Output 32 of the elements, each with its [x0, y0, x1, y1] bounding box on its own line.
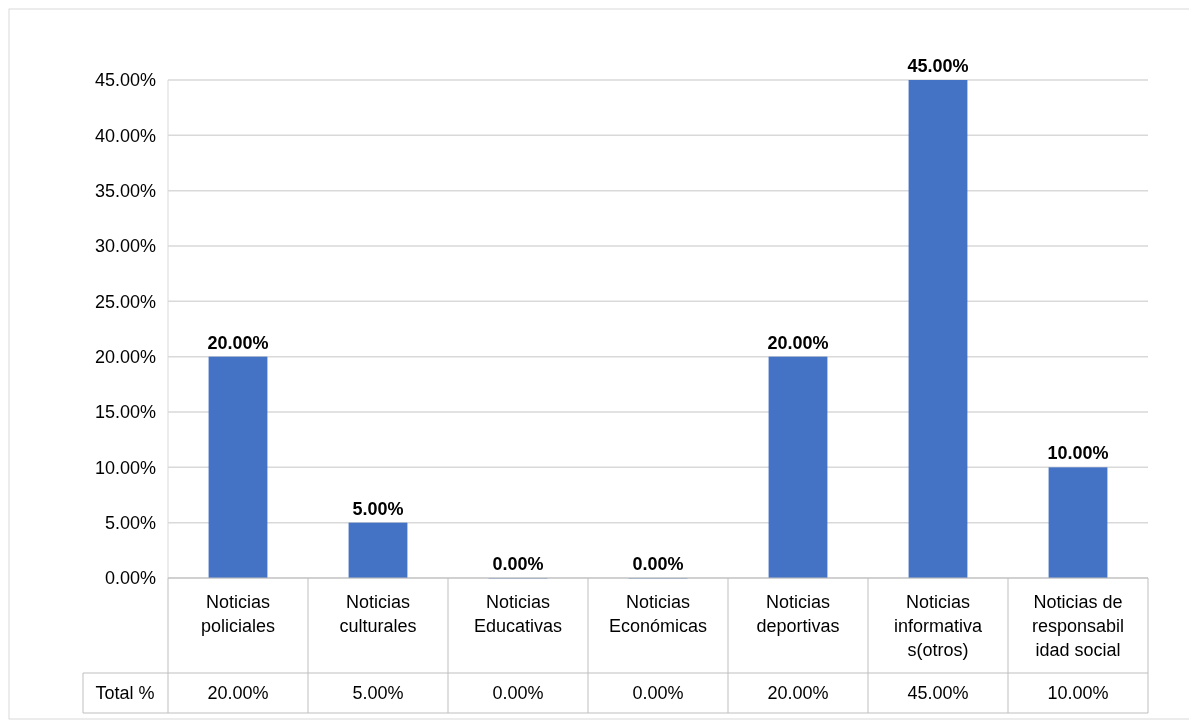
data-label: 20.00%	[207, 683, 269, 704]
text: 0.00%	[492, 554, 544, 574]
x-tick-label: Noticias culturales	[339, 592, 417, 636]
text: 20.00%	[767, 332, 829, 353]
y-tick-label: 5.00%	[104, 512, 156, 533]
x-tick-label: Noticias informativas(otros)	[893, 592, 983, 660]
y-tick-label: 15.00%	[94, 402, 156, 423]
data-label: 45.00%	[907, 683, 969, 704]
y-tick-label: 30.00%	[94, 236, 156, 257]
y-tick-label: 10.00%	[94, 457, 156, 478]
data-label: 0.00%	[492, 683, 544, 704]
text: Total %	[95, 683, 155, 704]
text: 0.00%	[632, 554, 684, 574]
y-tick-label: 20.00%	[94, 346, 156, 367]
data-label: 0.00%	[632, 683, 684, 704]
data-label: 10.00%	[1047, 683, 1109, 704]
y-tick-label: 45.00%	[94, 70, 156, 91]
y-tick-label: 40.00%	[94, 125, 156, 146]
data-label: 20.00%	[767, 683, 829, 704]
x-tick-label: Noticias Educativas	[473, 592, 563, 636]
y-tick-label: 25.00%	[94, 291, 156, 312]
x-tick-label: Noticias de responsabilidad social	[1031, 592, 1125, 660]
x-tick-label: Noticias deportivas	[756, 592, 840, 636]
text: 5.00%	[352, 498, 404, 519]
y-tick-label: 0.00%	[104, 568, 156, 589]
x-tick-label: Noticias Económicas	[608, 592, 708, 636]
x-tick-label: Noticias policiales	[200, 592, 276, 636]
text: 10.00%	[1047, 443, 1109, 464]
text: 45.00%	[907, 56, 969, 76]
data-label: 5.00%	[352, 683, 404, 704]
y-tick-label: 35.00%	[94, 180, 156, 201]
text: 20.00%	[207, 332, 269, 353]
